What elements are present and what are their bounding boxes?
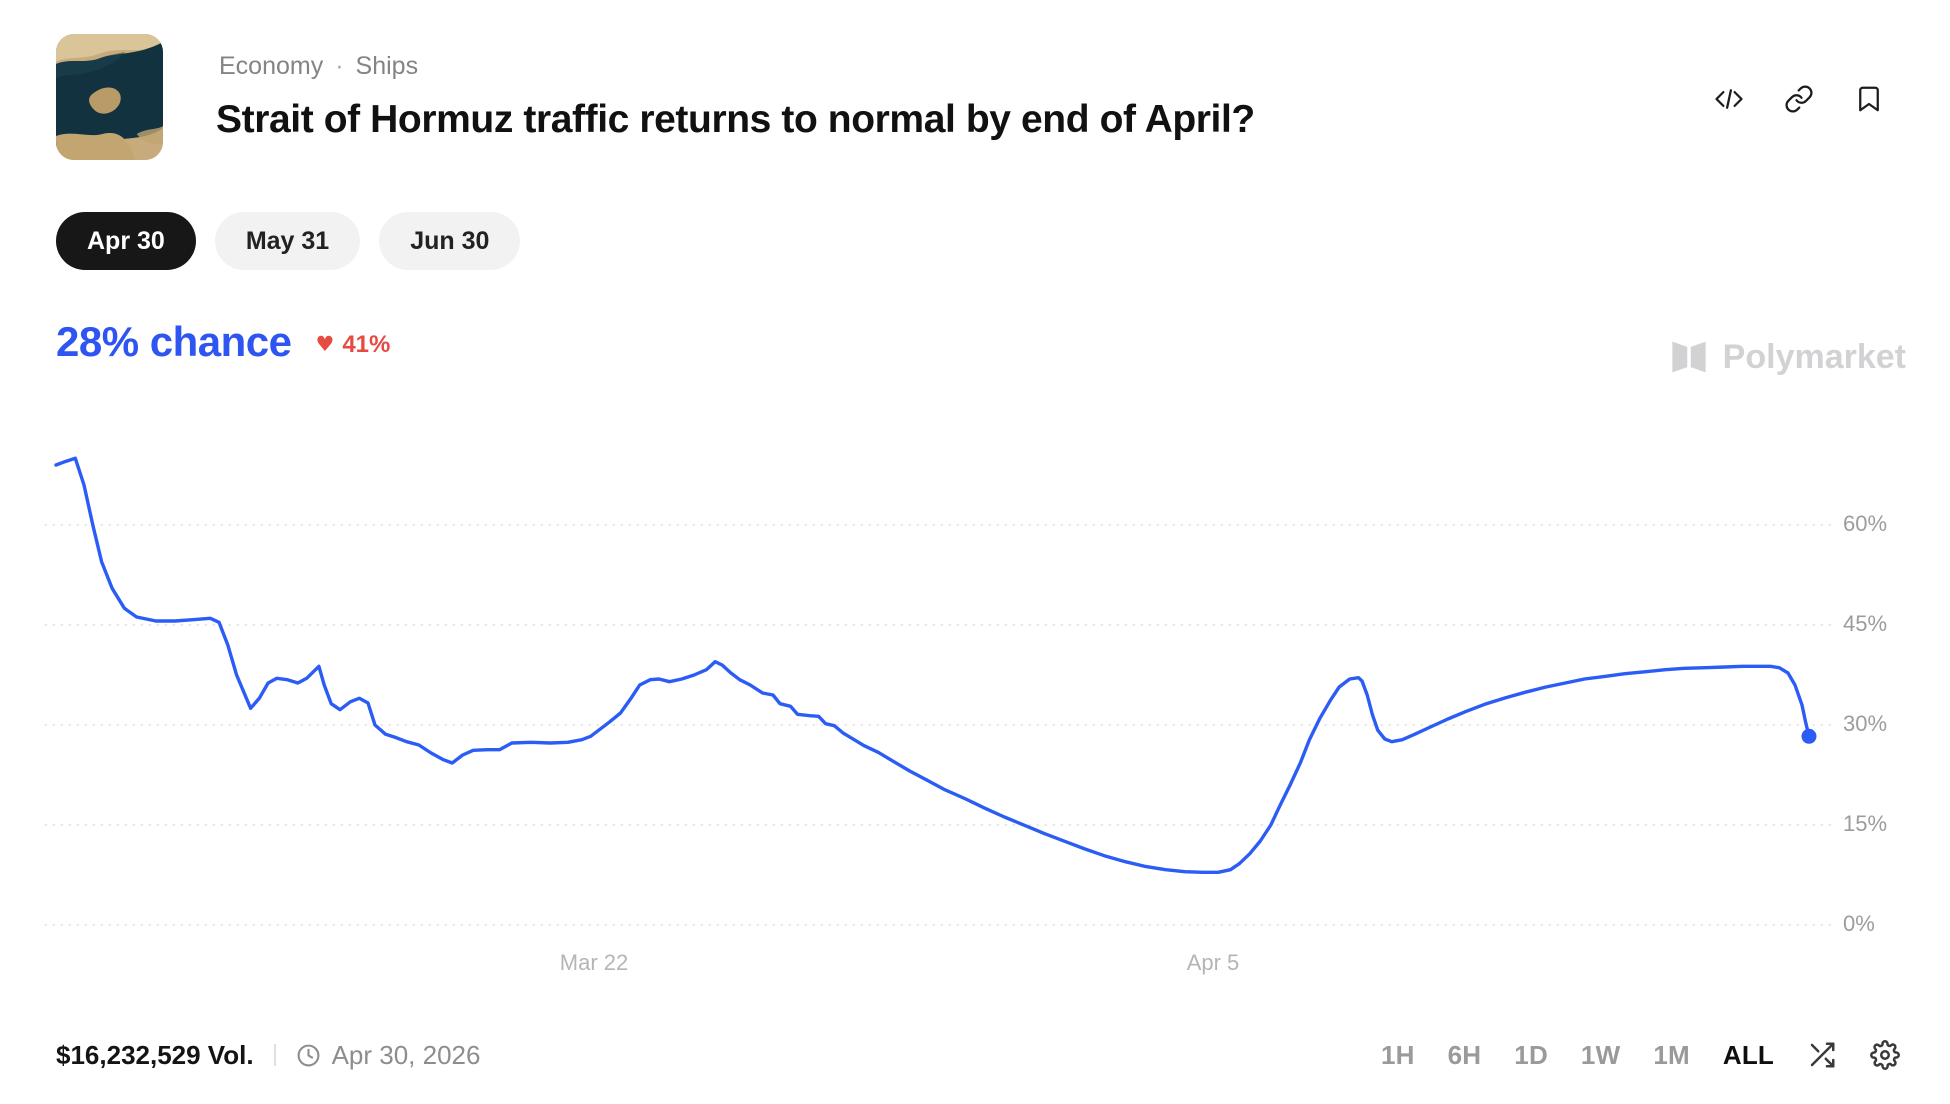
footer-divider [273, 1044, 276, 1066]
breadcrumb-link-ships[interactable]: Ships [355, 52, 419, 80]
shuffle-icon [1810, 1042, 1835, 1068]
range-6h[interactable]: 6H [1447, 1039, 1482, 1070]
bookmark-button[interactable] [1850, 80, 1888, 118]
satellite-image [56, 34, 163, 160]
range-1m[interactable]: 1M [1653, 1039, 1690, 1070]
change-indicator: ♥ 41% [315, 331, 390, 359]
change-value: 41% [342, 330, 391, 358]
bookmark-icon [1859, 86, 1879, 112]
chance-value: 28% chance [56, 318, 292, 365]
page-title: Strait of Hormuz traffic returns to norm… [216, 98, 1255, 141]
tab-jun-30[interactable]: Jun 30 [379, 212, 521, 270]
outcome-date-tabs: Apr 30 May 31 Jun 30 [56, 212, 521, 270]
footer-bar: $16,232,529 Vol. Apr 30, 2026 1H 6H 1D 1… [56, 1032, 1900, 1078]
price-chart[interactable]: 60% 45% 30% 15% 0% Mar 22 Apr 5 [0, 430, 1950, 990]
down-heart-icon: ♥ [315, 332, 335, 356]
y-axis-label: 60% [1843, 511, 1888, 536]
tab-may-31[interactable]: May 31 [214, 212, 361, 270]
y-axis-label: 45% [1843, 611, 1888, 636]
range-1h[interactable]: 1H [1381, 1039, 1415, 1070]
chart-settings-button[interactable] [1870, 1040, 1900, 1070]
market-thumbnail [56, 34, 163, 160]
price-line [54, 456, 1811, 874]
y-axis-label: 30% [1843, 711, 1888, 736]
range-1d[interactable]: 1D [1514, 1039, 1548, 1070]
tab-apr-30[interactable]: Apr 30 [56, 212, 196, 270]
polymarket-wordmark: Polymarket [1722, 337, 1906, 376]
copy-link-button[interactable] [1780, 80, 1818, 118]
header-actions [1710, 80, 1888, 118]
code-icon [1715, 89, 1743, 109]
breadcrumb-link-economy[interactable]: Economy [219, 52, 324, 80]
x-axis-label: Mar 22 [559, 950, 629, 975]
gear-icon [1870, 1040, 1900, 1070]
current-price-dot [1801, 728, 1817, 744]
breadcrumb: Economy · Ships [219, 52, 418, 81]
y-axis-label: 0% [1843, 911, 1875, 936]
range-1w[interactable]: 1W [1580, 1039, 1621, 1070]
breadcrumb-separator: · [335, 52, 344, 80]
chance-row: 28% chance ♥ 41% [56, 318, 390, 366]
chart-controls: 1H 6H 1D 1W 1M ALL [1381, 1040, 1900, 1071]
clock-icon [297, 1044, 319, 1066]
price-chart-canvas[interactable] [0, 430, 1950, 990]
polymarket-watermark: Polymarket [1668, 336, 1906, 378]
range-all[interactable]: ALL [1722, 1039, 1774, 1070]
volume-label: $16,232,529 Vol. [56, 1039, 254, 1070]
polymarket-logo-icon [1672, 341, 1706, 373]
embed-button[interactable] [1710, 80, 1748, 118]
compare-button[interactable] [1807, 1040, 1837, 1070]
end-date-label: Apr 30, 2026 [331, 1039, 481, 1070]
y-axis-label: 15% [1843, 811, 1888, 836]
x-axis-label: Apr 5 [1186, 950, 1240, 975]
link-icon [1785, 85, 1813, 113]
footer-meta: $16,232,529 Vol. Apr 30, 2026 [56, 1040, 480, 1071]
